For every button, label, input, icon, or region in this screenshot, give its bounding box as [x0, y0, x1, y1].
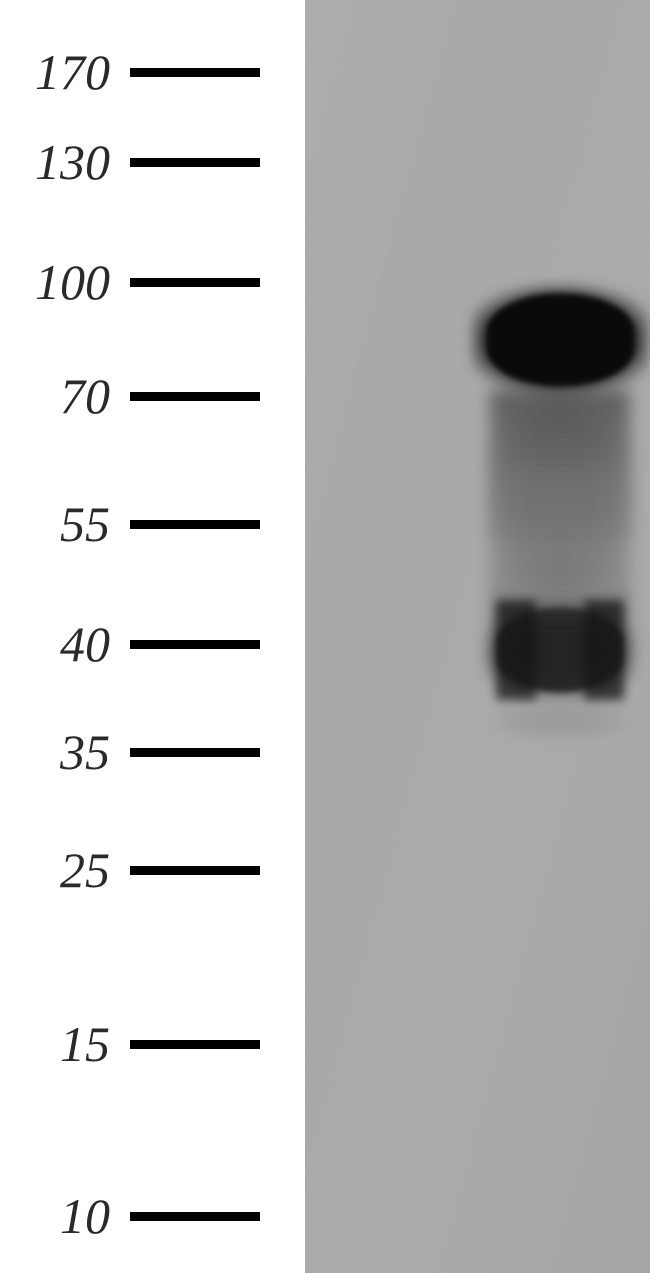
smear-edge-left	[496, 600, 536, 700]
mw-marker-40: 40	[0, 619, 300, 669]
mw-marker-line	[130, 1212, 260, 1221]
mw-marker-label: 10	[0, 1187, 130, 1245]
mw-marker-line	[130, 520, 260, 529]
mw-marker-line	[130, 158, 260, 167]
mw-marker-line	[130, 68, 260, 77]
band-faint-tail-below-40	[495, 700, 625, 740]
mw-marker-label: 25	[0, 841, 130, 899]
smear-edge-right	[584, 600, 624, 700]
mw-marker-label: 130	[0, 133, 130, 191]
mw-marker-line	[130, 1040, 260, 1049]
vertical-smear-lane2	[490, 390, 630, 620]
mw-marker-line	[130, 748, 260, 757]
mw-marker-label: 40	[0, 615, 130, 673]
mw-marker-130: 130	[0, 137, 300, 187]
mw-marker-10: 10	[0, 1191, 300, 1241]
blot-membrane	[305, 0, 650, 1273]
mw-marker-35: 35	[0, 727, 300, 777]
mw-marker-label: 170	[0, 43, 130, 101]
mw-marker-70: 70	[0, 371, 300, 421]
molecular-weight-ladder: 170 130 100 70 55 40 35 25 15 10	[0, 0, 300, 1273]
mw-marker-label: 15	[0, 1015, 130, 1073]
mw-marker-label: 35	[0, 723, 130, 781]
mw-marker-100: 100	[0, 257, 300, 307]
mw-marker-label: 100	[0, 253, 130, 311]
mw-marker-label: 55	[0, 495, 130, 553]
mw-marker-15: 15	[0, 1019, 300, 1069]
western-blot-figure: 170 130 100 70 55 40 35 25 15 10	[0, 0, 650, 1273]
mw-marker-line	[130, 278, 260, 287]
mw-marker-55: 55	[0, 499, 300, 549]
mw-marker-label: 70	[0, 367, 130, 425]
mw-marker-line	[130, 392, 260, 401]
mw-marker-line	[130, 640, 260, 649]
mw-marker-170: 170	[0, 47, 300, 97]
band-core-main-band-90-100kDa	[487, 294, 634, 386]
mw-marker-line	[130, 866, 260, 875]
mw-marker-25: 25	[0, 845, 300, 895]
